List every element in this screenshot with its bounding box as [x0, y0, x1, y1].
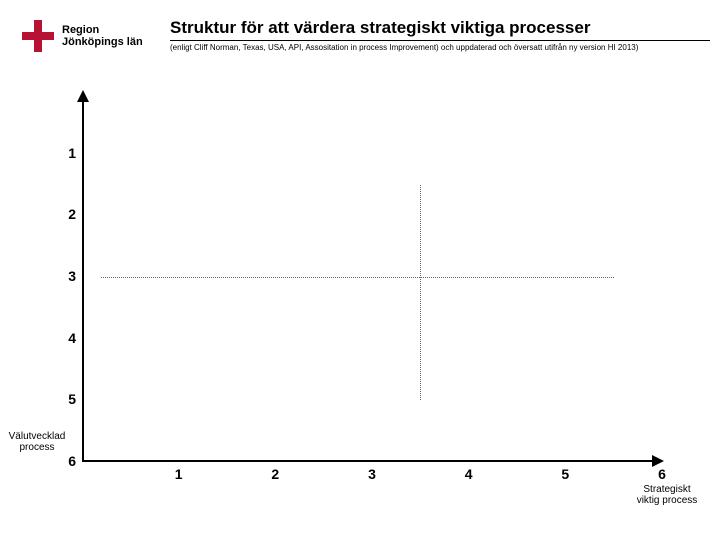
arrow-up-icon [77, 90, 89, 102]
crosshair-vertical [420, 185, 421, 401]
logo: Region Jönköpings län [20, 12, 170, 60]
x-tick-label: 1 [169, 466, 189, 482]
x-axis-line [82, 460, 662, 462]
y-tick-label: 5 [58, 391, 76, 407]
y-tick-label: 3 [58, 268, 76, 284]
y-tick-label: 6 [58, 453, 76, 469]
crosshair-horizontal [101, 277, 613, 278]
y-axis-caption: Välutveckladprocess [2, 431, 72, 453]
y-tick-label: 4 [58, 330, 76, 346]
header: Region Jönköpings län Struktur för att v… [20, 12, 710, 60]
x-tick-label: 3 [362, 466, 382, 482]
y-tick-label: 1 [58, 145, 76, 161]
y-axis-line [82, 92, 84, 462]
logo-line2: Jönköpings län [62, 36, 143, 48]
page-subtitle: (enligt Cliff Norman, Texas, USA, API, A… [170, 43, 710, 52]
x-tick-label: 5 [555, 466, 575, 482]
title-block: Struktur för att värdera strategiskt vik… [170, 12, 710, 52]
x-axis-caption: Strategisktviktig process [622, 484, 712, 506]
x-tick-label: 6 [652, 466, 672, 482]
plus-icon [20, 18, 56, 54]
logo-text: Region Jönköpings län [62, 24, 143, 48]
page-title: Struktur för att värdera strategiskt vik… [170, 18, 710, 41]
logo-line1: Region [62, 24, 143, 36]
x-tick-label: 2 [265, 466, 285, 482]
y-tick-label: 2 [58, 206, 76, 222]
chart-area: 123456123456VälutveckladprocessStrategis… [82, 92, 662, 462]
x-tick-label: 4 [459, 466, 479, 482]
